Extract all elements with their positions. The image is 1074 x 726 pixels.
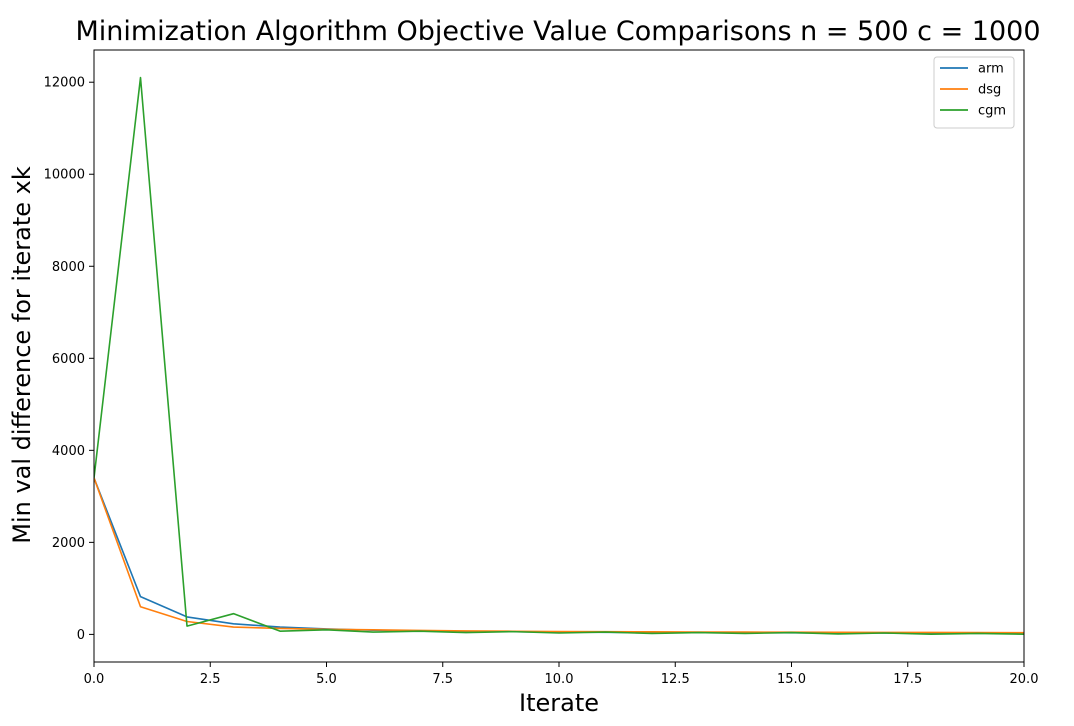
- x-tick-label: 17.5: [893, 672, 922, 687]
- y-tick-label: 12000: [44, 76, 85, 91]
- x-axis: 0.0 2.5 5.0 7.5 10.0 12.5 15.0 17.5 20.0: [84, 662, 1039, 687]
- series-line-dsg: [94, 477, 1024, 634]
- chart-title: Minimization Algorithm Objective Value C…: [75, 16, 1040, 47]
- plot-area: [93, 49, 1025, 663]
- series-lines: [94, 76, 1024, 635]
- x-tick-label: 10.0: [545, 672, 574, 687]
- x-axis-title: Iterate: [519, 689, 599, 717]
- y-tick-label: 8000: [52, 260, 85, 275]
- legend: arm dsg cgm: [933, 56, 1015, 129]
- y-tick-label: 0: [77, 628, 85, 643]
- y-axis-title: Min val difference for iterate xk: [8, 166, 36, 544]
- series-line-cgm: [94, 76, 1024, 635]
- x-tick-label: 12.5: [661, 672, 690, 687]
- legend-label-dsg: dsg: [978, 83, 1001, 98]
- y-tick-label: 2000: [52, 536, 85, 551]
- y-tick-label: 6000: [52, 352, 85, 367]
- legend-label-cgm: cgm: [978, 104, 1006, 119]
- x-tick-label: 7.5: [432, 672, 453, 687]
- y-tick-label: 4000: [52, 444, 85, 459]
- y-tick-label: 10000: [44, 168, 85, 183]
- x-tick-label: 5.0: [316, 672, 337, 687]
- y-axis: 0 2000 4000 6000 8000 10000 12000: [44, 76, 94, 643]
- x-tick-label: 2.5: [200, 672, 221, 687]
- x-tick-label: 15.0: [777, 672, 806, 687]
- x-tick-label: 0.0: [84, 672, 105, 687]
- legend-label-arm: arm: [978, 62, 1004, 77]
- plot-background: [94, 50, 1024, 662]
- x-tick-label: 20.0: [1010, 672, 1039, 687]
